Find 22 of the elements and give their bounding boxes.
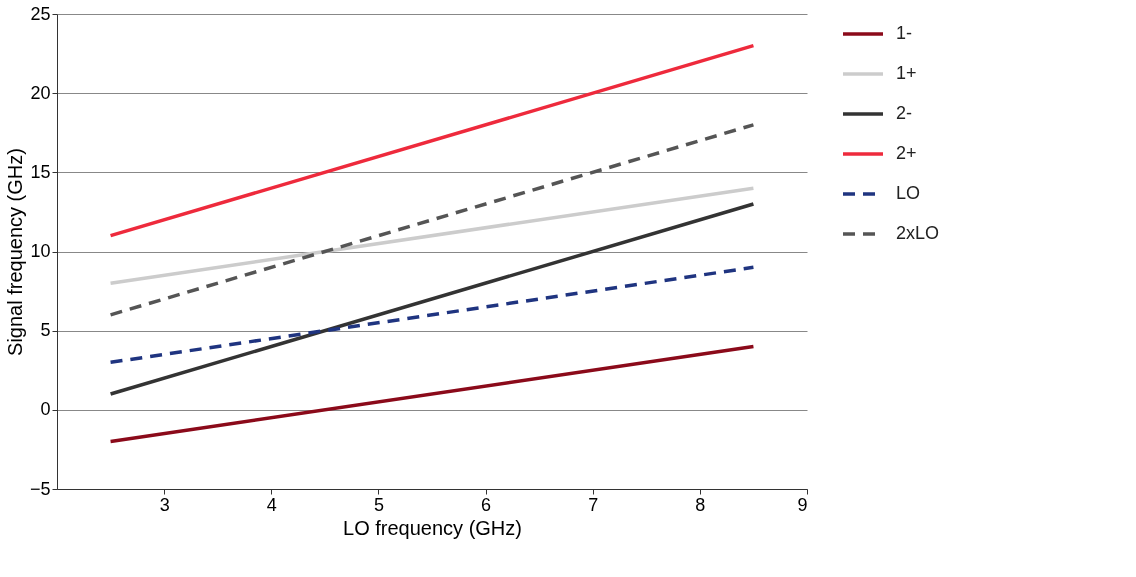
- x-axis-title: LO frequency (GHz): [343, 516, 522, 539]
- x-tick-label: 9: [797, 494, 808, 515]
- legend-label: 2xLO: [896, 223, 940, 243]
- legend-label: 1-: [896, 23, 913, 43]
- x-tick-label: 8: [695, 494, 706, 515]
- y-tick-label: −5: [29, 478, 51, 499]
- y-tick-label: 10: [30, 241, 51, 261]
- y-axis-title: Signal frequency (GHz): [3, 148, 26, 356]
- x-tick-label: 5: [373, 494, 384, 515]
- legend-label: 2-: [896, 103, 913, 123]
- x-tick-label: 3: [159, 494, 170, 515]
- x-tick-label: 4: [266, 494, 277, 515]
- y-tick-label: 0: [40, 399, 51, 420]
- y-tick-label: 25: [30, 3, 51, 24]
- legend-label: 1+: [896, 63, 917, 83]
- legend-label: 2+: [896, 143, 917, 163]
- x-tick-label: 7: [588, 494, 599, 515]
- y-tick-label: 20: [30, 82, 51, 103]
- x-tick-label: 6: [481, 494, 492, 515]
- legend-label: LO: [896, 183, 921, 203]
- y-tick-label: 15: [30, 161, 51, 182]
- y-tick-label: 5: [40, 320, 51, 341]
